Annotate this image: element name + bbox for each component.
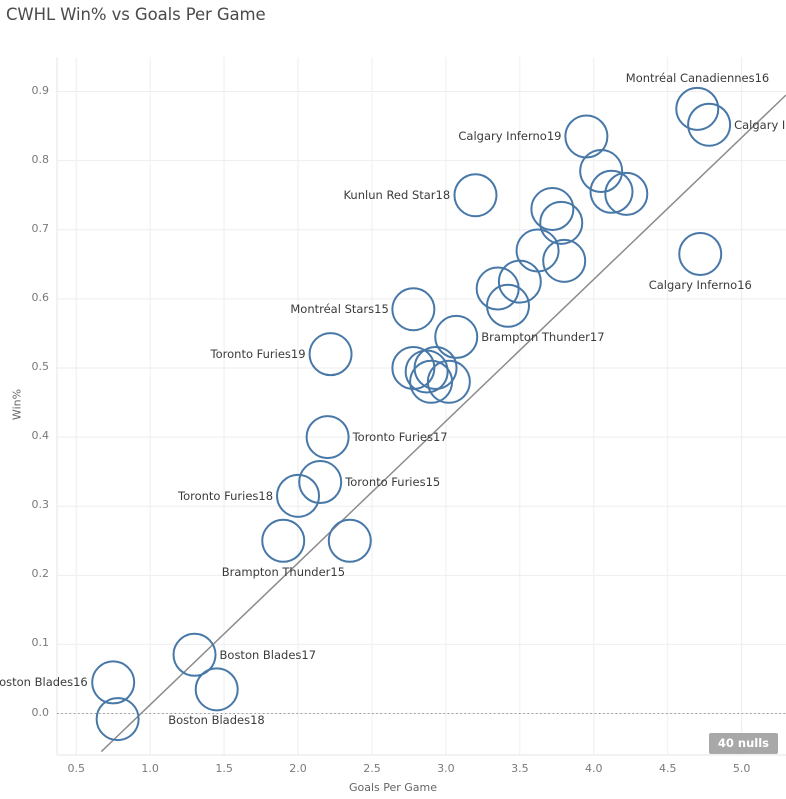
- data-point-label: Montréal Canadiennes16: [625, 70, 770, 85]
- data-point-marks[interactable]: [91, 86, 732, 742]
- data-point-circle[interactable]: [604, 171, 649, 216]
- y-axis-title: Win%: [10, 388, 24, 421]
- data-point-circle[interactable]: [404, 349, 449, 394]
- data-point-label: Toronto Furies19: [210, 347, 306, 362]
- y-tick-label: 0.1: [31, 636, 50, 650]
- y-tick-label: 0.7: [31, 221, 50, 235]
- trend-line: [100, 94, 786, 753]
- y-tick-label: 0.0: [31, 705, 50, 719]
- data-point-circle[interactable]: [486, 283, 531, 328]
- data-point-circle[interactable]: [172, 632, 217, 677]
- data-point-circle[interactable]: [194, 667, 239, 712]
- data-point-label: Calgary Inferno17: [734, 117, 786, 132]
- data-point-circle[interactable]: [305, 415, 350, 460]
- data-point-circle[interactable]: [327, 518, 372, 563]
- data-point-label: Boston Blades16: [0, 675, 88, 690]
- data-point-circle[interactable]: [95, 697, 140, 742]
- data-point-circle[interactable]: [276, 473, 321, 518]
- chart-title: CWHL Win% vs Goals Per Game: [6, 5, 266, 24]
- y-tick-label: 0.9: [31, 83, 50, 97]
- data-point-circle[interactable]: [687, 102, 732, 147]
- x-tick-label: 2.5: [363, 762, 381, 775]
- x-tick-label: 1.0: [141, 762, 159, 775]
- data-point-label: Calgary Inferno16: [648, 277, 752, 292]
- data-point-circle[interactable]: [261, 518, 306, 563]
- trend-line-segment: [100, 94, 786, 753]
- data-point-label: Calgary Inferno19: [458, 129, 562, 144]
- data-point-circle[interactable]: [530, 187, 575, 232]
- data-point-circle[interactable]: [579, 149, 624, 194]
- data-point-circle[interactable]: [589, 169, 634, 214]
- x-tick-label: 1.5: [215, 762, 233, 775]
- y-tick-label: 0.4: [31, 429, 50, 443]
- y-tick-label: 0.6: [31, 290, 50, 304]
- data-point-label: Toronto Furies17: [352, 430, 448, 445]
- data-point-circle[interactable]: [678, 231, 723, 276]
- data-point-circle[interactable]: [564, 114, 609, 159]
- data-point-circle[interactable]: [542, 238, 587, 283]
- gridlines: [56, 57, 786, 756]
- x-tick-label: 3.5: [511, 762, 529, 775]
- data-point-circle[interactable]: [539, 200, 584, 245]
- data-point-circle[interactable]: [426, 359, 471, 404]
- data-point-circle[interactable]: [308, 332, 353, 377]
- data-point-circle[interactable]: [515, 228, 560, 273]
- data-point-label: Boston Blades17: [219, 647, 317, 662]
- x-axis-title: Goals Per Game: [348, 781, 438, 794]
- data-point-label: Boston Blades18: [168, 713, 265, 728]
- data-point-label: Toronto Furies18: [178, 488, 274, 503]
- data-point-circle[interactable]: [409, 359, 454, 404]
- y-tick-label: 0.2: [31, 567, 50, 581]
- data-point-circle[interactable]: [91, 660, 136, 705]
- data-point-circle[interactable]: [298, 460, 343, 505]
- nulls-badge[interactable]: 40 nulls: [708, 733, 778, 754]
- x-tick-label: 2.0: [289, 762, 307, 775]
- data-point-label: Toronto Furies15: [345, 475, 441, 490]
- data-point-circle[interactable]: [453, 173, 498, 218]
- x-tick-label: 4.0: [585, 762, 603, 775]
- y-tick-label: 0.8: [31, 152, 50, 166]
- data-point-label: Brampton Thunder17: [481, 329, 605, 344]
- x-tick-label: 0.5: [67, 762, 85, 775]
- y-tick-label: 0.5: [31, 359, 50, 373]
- y-tick-label: 0.3: [31, 498, 50, 512]
- data-point-circle[interactable]: [391, 287, 436, 332]
- data-point-label: Kunlun Red Star18: [343, 188, 451, 203]
- data-point-label: Brampton Thunder15: [221, 564, 346, 579]
- x-tick-label: 3.0: [437, 762, 455, 775]
- data-point-circle[interactable]: [434, 314, 479, 359]
- data-point-circle[interactable]: [675, 86, 720, 131]
- data-point-label: Montréal Stars15: [290, 302, 389, 317]
- x-tick-label: 5.0: [732, 762, 751, 775]
- x-tick-label: 4.5: [658, 762, 677, 775]
